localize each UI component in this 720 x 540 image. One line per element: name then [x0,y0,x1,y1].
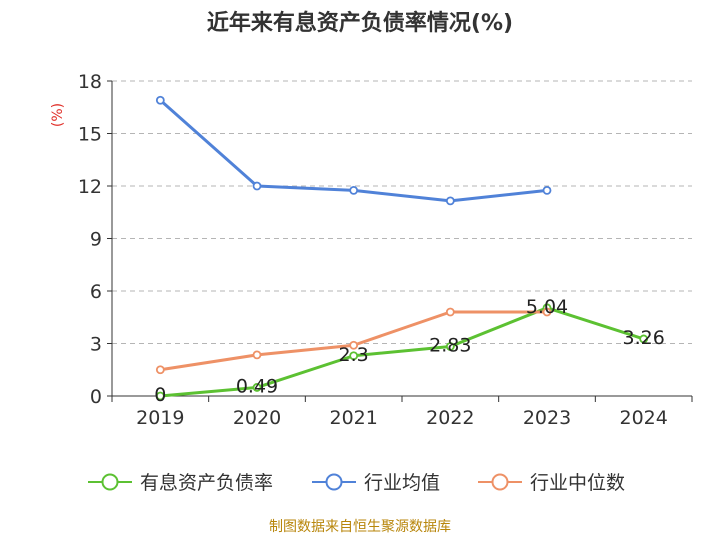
source-note: 制图数据来自恒生聚源数据库 [269,519,451,535]
legend-circle-icon [101,473,119,491]
legend-item[interactable]: 行业均值 [312,472,440,494]
legend-item[interactable]: 行业中位数 [478,472,625,494]
legend[interactable]: 有息资产负债率 行业均值 行业中位数 [88,472,625,494]
data-point [155,391,165,401]
data-label: 3.26 [623,327,665,349]
legend-label: 行业均值 [364,472,440,494]
x-tick-label: 2024 [619,407,667,429]
x-tick-label: 2020 [233,407,281,429]
legend-label: 行业中位数 [530,472,625,494]
y-tick-label: 6 [90,281,102,303]
data-point [155,95,165,105]
series-lines [155,95,649,401]
data-label: 5.04 [526,296,568,318]
data-point [252,383,262,392]
x-tick-label: 2021 [329,407,377,429]
data-point [349,340,359,350]
series-line [159,99,548,203]
data-label: 2.3 [339,344,369,366]
data-labels: 0 0.49 2.3 2.83 5.04 3.26 [154,296,665,406]
data-point [349,185,359,195]
data-point [252,181,262,191]
data-point [639,334,649,344]
y-tick-label: 3 [90,334,102,356]
data-point [155,365,165,375]
data-point [542,185,552,195]
x-tick-label: 2023 [523,407,571,429]
legend-circle-icon [325,473,343,491]
axes: 0 3 6 9 12 15 18 2019 2020 2021 2022 2023 2024 [78,71,693,429]
data-point [252,350,262,360]
series-line [160,306,645,398]
y-tick-label: 12 [78,176,102,198]
data-point [542,307,552,317]
data-point [445,342,455,351]
legend-label: 有息资产负债率 [140,472,273,494]
gridlines [112,80,692,344]
legend-item[interactable]: 有息资产负债率 [88,472,273,494]
legend-circle-icon [491,473,509,491]
x-tick-label: 2019 [136,407,184,429]
x-tick-label: 2022 [426,407,474,429]
data-point [349,351,359,361]
chart-title: 近年来有息资产负债率情况(%) [207,10,513,36]
y-tick-label: 18 [78,71,102,93]
y-tick-label: 0 [90,386,102,408]
y-tick-label: 9 [90,229,102,251]
data-point [445,307,455,317]
data-point [445,196,455,206]
y-tick-label: 15 [78,124,102,146]
y-axis-unit: (%) [50,103,66,127]
data-label: 2.83 [429,334,471,356]
data-label: 0.49 [236,375,278,397]
data-label: 0 [154,384,166,406]
